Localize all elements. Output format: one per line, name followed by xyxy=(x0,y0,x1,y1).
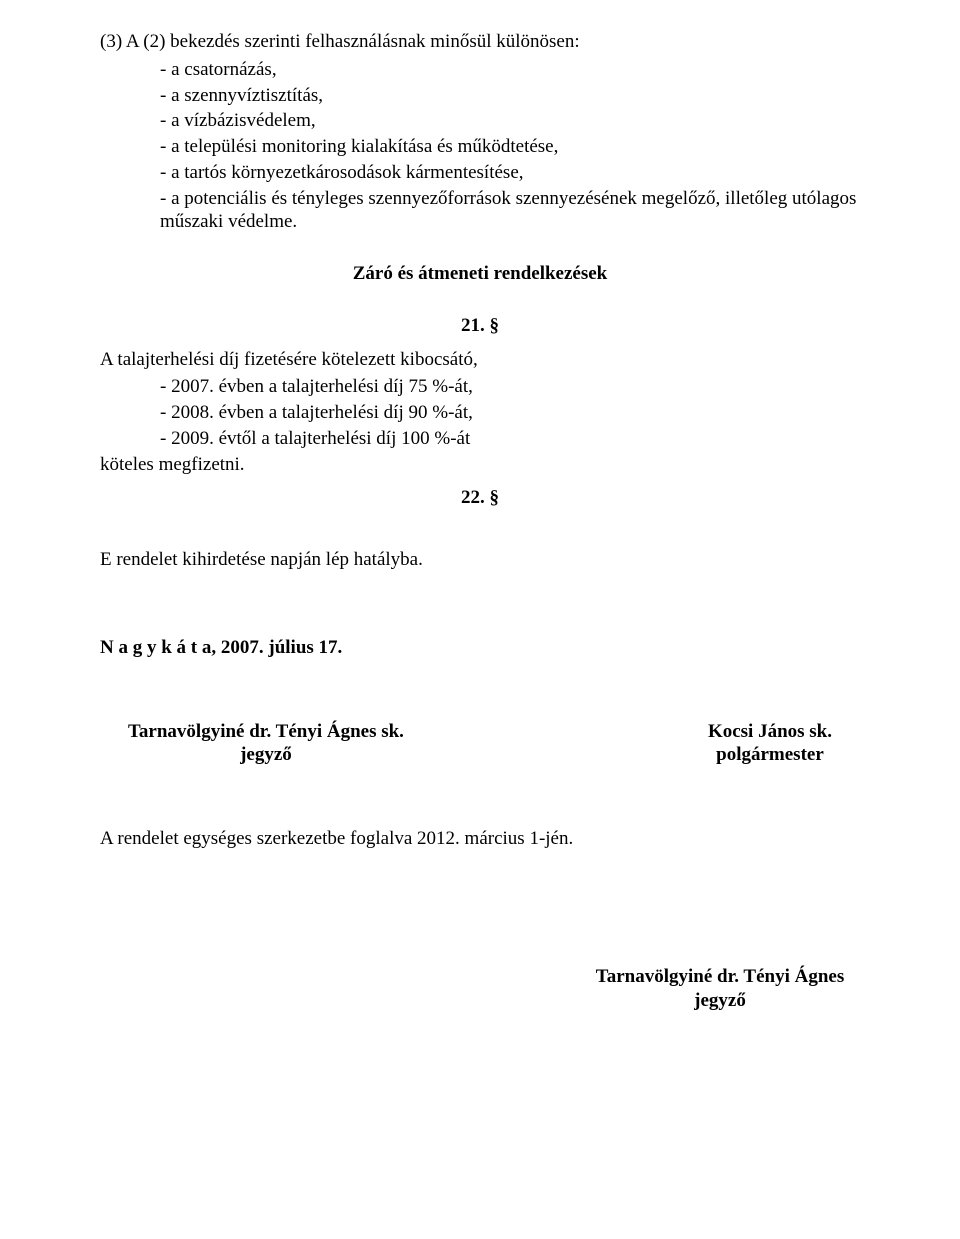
signatory-title: jegyző xyxy=(580,989,860,1013)
signatory-name: Kocsi János sk. xyxy=(708,720,832,744)
signatory-title: polgármester xyxy=(708,743,832,767)
section-heading: Záró és átmeneti rendelkezések xyxy=(100,262,860,286)
section-number-22: 22. § xyxy=(100,486,860,510)
list-item: - 2007. évben a talajterhelési díj 75 %-… xyxy=(100,375,860,399)
paragraph-21-intro: A talajterhelési díj fizetésére köteleze… xyxy=(100,348,860,372)
signatory-name: Tarnavölgyiné dr. Tényi Ágnes xyxy=(580,965,860,989)
list-item: - a potenciális és tényleges szennyezőfo… xyxy=(100,187,860,235)
list-item: - 2009. évtől a talajterhelési díj 100 %… xyxy=(100,427,860,451)
paragraph-21-close: köteles megfizetni. xyxy=(100,453,860,477)
list-item: - a csatornázás, xyxy=(100,58,860,82)
list-item: - a tartós környezetkárosodások kármente… xyxy=(100,161,860,185)
place-date: N a g y k á t a, 2007. július 17. xyxy=(100,636,860,660)
signature-right: Kocsi János sk. polgármester xyxy=(708,720,832,768)
paragraph-22: E rendelet kihirdetése napján lép hatály… xyxy=(100,548,860,572)
list-item: - a települési monitoring kialakítása és… xyxy=(100,135,860,159)
list-item: - a szennyvíztisztítás, xyxy=(100,84,860,108)
paragraph-consolidation: A rendelet egységes szerkezetbe foglalva… xyxy=(100,827,860,851)
list-item: - a vízbázisvédelem, xyxy=(100,109,860,133)
paragraph-intro: (3) A (2) bekezdés szerinti felhasználás… xyxy=(100,30,860,54)
signature-row: Tarnavölgyiné dr. Tényi Ágnes sk. jegyző… xyxy=(100,720,860,768)
signature-left: Tarnavölgyiné dr. Tényi Ágnes sk. jegyző xyxy=(128,720,404,768)
signatory-name: Tarnavölgyiné dr. Tényi Ágnes sk. xyxy=(128,720,404,744)
list-item: - 2008. évben a talajterhelési díj 90 %-… xyxy=(100,401,860,425)
signatory-title: jegyző xyxy=(128,743,404,767)
section-number-21: 21. § xyxy=(100,314,860,338)
signature-bottom: Tarnavölgyiné dr. Tényi Ágnes jegyző xyxy=(580,965,860,1013)
